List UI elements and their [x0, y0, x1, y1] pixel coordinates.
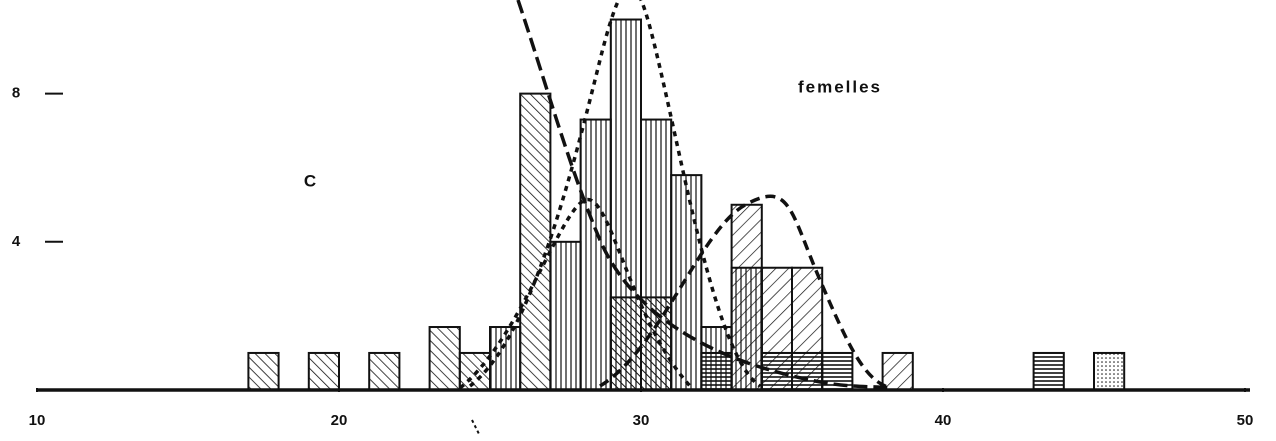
bar: [1093, 351, 1126, 392]
chart-title: femelles: [798, 77, 882, 96]
x-tick-label: 50: [1237, 412, 1254, 429]
bar: [489, 326, 522, 391]
y-tick-label: 4: [12, 233, 21, 250]
y-tick-label: 8: [12, 85, 20, 102]
bar: [549, 240, 582, 391]
bar: [368, 351, 401, 392]
bar: [670, 174, 703, 391]
x-tick-label: 10: [29, 412, 46, 429]
fit-curve: [458, 197, 692, 390]
fit-curve: [471, 419, 481, 437]
bar: [428, 326, 461, 391]
bar: [247, 351, 280, 392]
bar: [519, 92, 552, 391]
annotation: C: [304, 171, 316, 190]
fit-curve: [468, 0, 762, 388]
x-tick-label: 40: [935, 412, 952, 429]
bar: [307, 351, 340, 392]
x-tick-label: 20: [331, 412, 348, 429]
bar: [791, 351, 824, 392]
bar: [881, 351, 914, 392]
fit-curve: [599, 194, 891, 390]
x-tick-label: 30: [633, 412, 650, 429]
bar: [700, 351, 733, 392]
bar: [1032, 351, 1065, 392]
